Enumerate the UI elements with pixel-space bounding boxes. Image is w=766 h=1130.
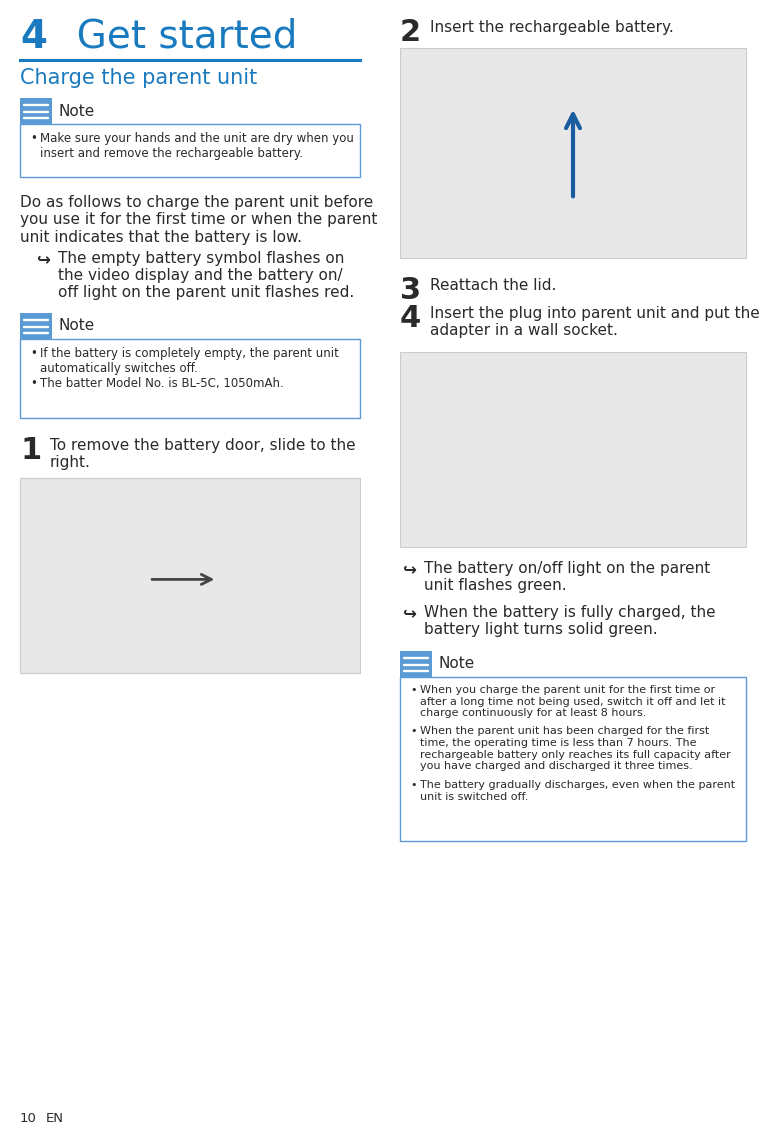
Text: Charge the parent unit: Charge the parent unit [20,68,257,88]
Text: battery light turns solid green.: battery light turns solid green. [424,622,658,637]
Text: •: • [410,685,417,695]
Text: unit flashes green.: unit flashes green. [424,579,567,593]
Bar [20,478,360,673]
Text: Insert the rechargeable battery.: Insert the rechargeable battery. [430,20,674,35]
Text: ↪: ↪ [402,605,416,623]
Text: When the battery is fully charged, the: When the battery is fully charged, the [424,605,715,620]
Text: •: • [410,727,417,737]
Text: The battery gradually discharges, even when the parent
unit is switched off.: The battery gradually discharges, even w… [420,781,735,802]
Text: 2: 2 [400,18,421,47]
Text: 1: 1 [20,436,41,466]
Bar [400,353,746,547]
Text: 3: 3 [400,276,421,305]
Text: To remove the battery door, slide to the
right.: To remove the battery door, slide to the… [50,438,355,470]
Text: When the parent unit has been charged for the first
time, the operating time is : When the parent unit has been charged fo… [420,727,731,772]
Text: Note: Note [58,319,94,333]
Text: Do as follows to charge the parent unit before
you use it for the first time or : Do as follows to charge the parent unit … [20,195,378,245]
Text: •: • [30,132,37,145]
Text: Reattach the lid.: Reattach the lid. [430,278,556,293]
Text: 4: 4 [400,304,421,333]
Text: •: • [410,781,417,791]
Text: Make sure your hands and the unit are dry when you
insert and remove the recharg: Make sure your hands and the unit are dr… [40,132,354,160]
Text: When you charge the parent unit for the first time or
after a long time not bein: When you charge the parent unit for the … [420,685,725,719]
Text: 4: 4 [20,18,47,56]
Text: Get started: Get started [52,18,297,56]
Text: The batter Model No. is BL-5C, 1050mAh.: The batter Model No. is BL-5C, 1050mAh. [40,377,283,390]
Bar [400,651,432,677]
Text: the video display and the battery on/: the video display and the battery on/ [58,268,342,282]
Text: EN: EN [46,1112,64,1125]
Text: If the battery is completely empty, the parent unit
automatically switches off.: If the battery is completely empty, the … [40,347,339,375]
Text: The empty battery symbol flashes on: The empty battery symbol flashes on [58,251,345,266]
Text: The battery on/off light on the parent: The battery on/off light on the parent [424,560,710,576]
Text: off light on the parent unit flashes red.: off light on the parent unit flashes red… [58,285,354,299]
Bar [20,339,360,418]
Bar [20,98,52,124]
Bar [20,124,360,177]
Text: Note: Note [438,657,474,671]
Text: •: • [30,347,37,360]
Text: 10: 10 [20,1112,37,1125]
Text: ↪: ↪ [36,251,50,269]
Bar [400,47,746,258]
Bar [400,677,746,841]
Bar [20,313,52,339]
Text: ↪: ↪ [402,560,416,579]
Text: Note: Note [58,104,94,119]
Text: Insert the plug into parent unit and put the
adapter in a wall socket.: Insert the plug into parent unit and put… [430,306,760,338]
Text: •: • [30,377,37,390]
